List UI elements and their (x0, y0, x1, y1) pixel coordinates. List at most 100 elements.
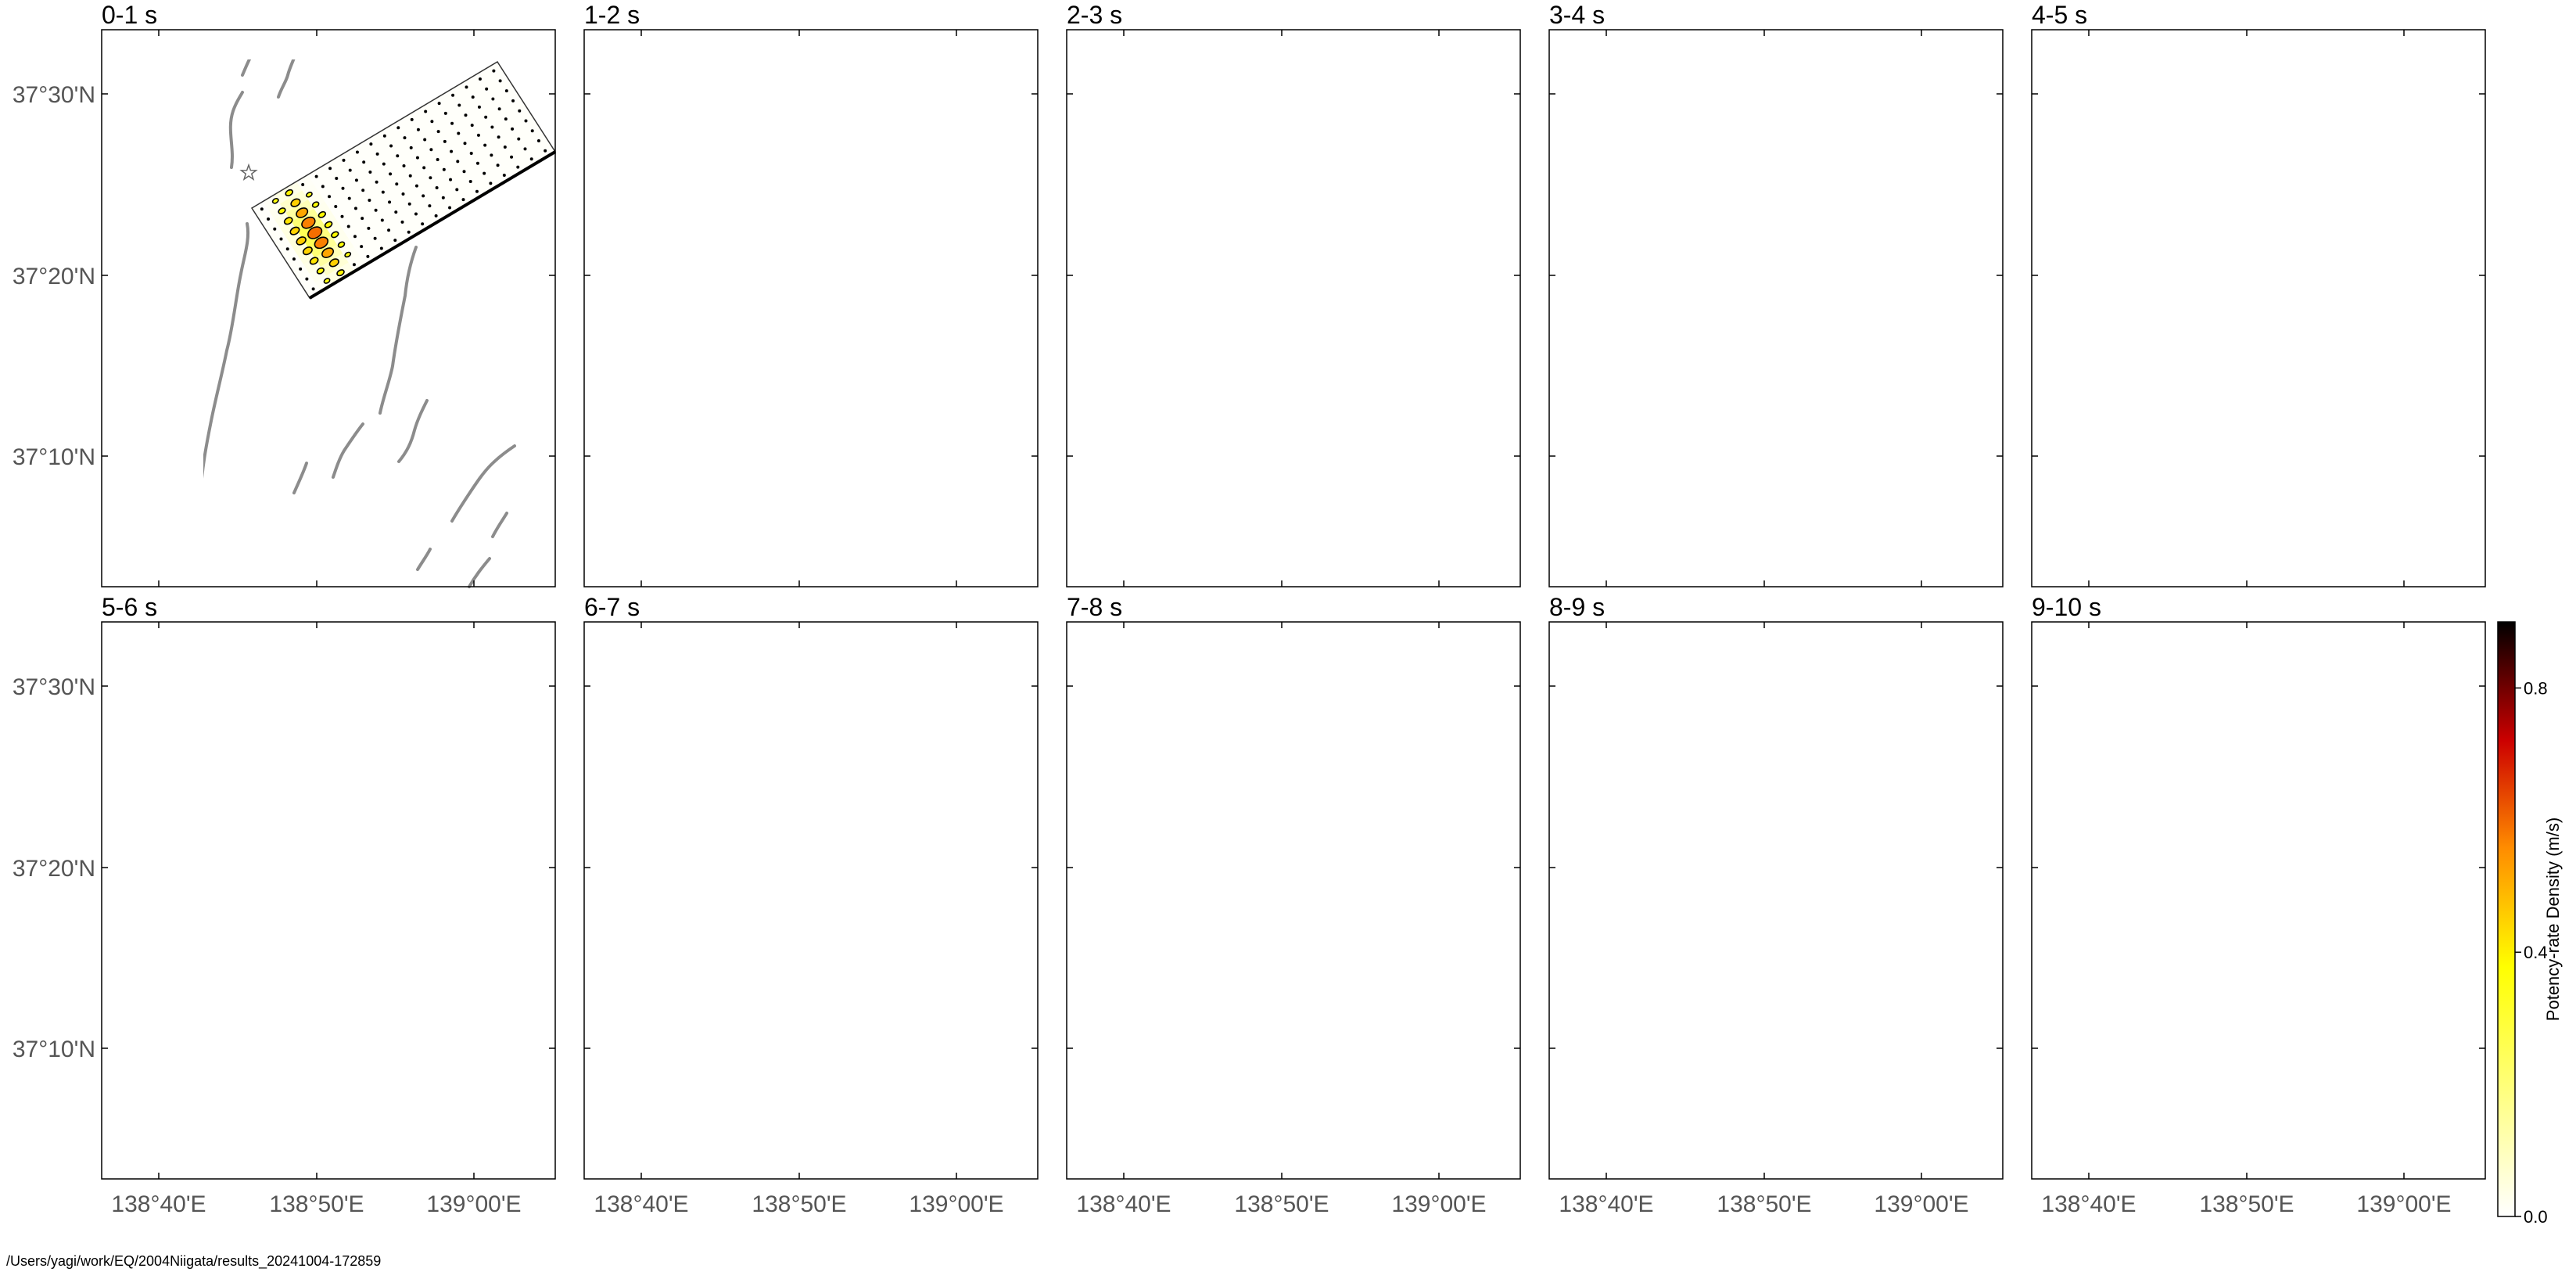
x-tick-label: 139°00'E (2356, 1191, 2451, 1217)
grid-dot (2409, 77, 2412, 81)
moment-tensor-glyph (1832, 819, 1841, 827)
grid-dot (321, 185, 325, 189)
panel-title: 0-1 s (102, 1, 157, 29)
density-cell (858, 178, 875, 193)
density-cell (2255, 812, 2273, 828)
fault-trace (469, 1151, 490, 1179)
density-cell (2411, 695, 2428, 710)
density-cell (1699, 794, 1717, 810)
density-cell (959, 735, 976, 750)
grid-dot (292, 257, 296, 261)
density-cell (1430, 717, 1447, 732)
grid-dot (838, 742, 841, 746)
grid-dot (260, 207, 264, 211)
density-cell (504, 681, 521, 697)
grid-dot (808, 871, 811, 875)
grid-dot (838, 178, 841, 181)
grid-dot (1449, 708, 1452, 711)
density-cell (257, 210, 275, 226)
density-cell (2345, 216, 2363, 232)
moment-tensor-glyph (278, 207, 286, 214)
density-cell (264, 812, 281, 828)
density-cell (1907, 782, 1925, 797)
moment-tensor-glyph (2287, 243, 2295, 250)
density-cell (1817, 761, 1835, 777)
grid-dot (2433, 766, 2436, 769)
density-cell (331, 228, 349, 245)
grid-dot (1290, 279, 1293, 282)
density-cell (2187, 803, 2205, 818)
moment-tensor-glyph (2208, 828, 2215, 835)
panel-4: 4-5 s (2031, 1, 2486, 587)
density-cell (2451, 708, 2468, 724)
moment-tensor-glyph (2276, 166, 2285, 174)
fault-trace (2161, 92, 2172, 167)
moment-tensor-glyph (528, 748, 535, 754)
density-cell (1351, 714, 1368, 730)
density-cell (2395, 174, 2413, 189)
density-cell (1868, 176, 1885, 192)
density-cell (1487, 733, 1504, 749)
density-cell (1980, 726, 1997, 742)
density-cell (987, 138, 1004, 154)
density-cell (498, 697, 515, 713)
moment-tensor-glyph (922, 787, 929, 793)
density-cell (808, 220, 825, 235)
moment-tensor-glyph (2399, 156, 2416, 171)
grid-dot (328, 759, 332, 762)
grid-dot (851, 171, 854, 174)
density-cell (1912, 124, 1929, 140)
grid-dot (1708, 799, 1711, 803)
density-cell (874, 131, 892, 146)
moment-tensor-glyph (1847, 195, 1867, 213)
density-cell (1739, 832, 1756, 848)
density-cell (1408, 163, 1425, 178)
density-cell (1839, 723, 1857, 738)
fault-trace (725, 31, 753, 75)
density-cell (1785, 830, 1802, 846)
fault-trace (586, 623, 640, 670)
moment-tensor-glyph (2380, 126, 2397, 142)
density-cell (790, 760, 807, 776)
density-cell (2233, 233, 2251, 249)
fault-trace (1068, 31, 1123, 78)
grid-dot (1903, 780, 1906, 783)
density-cell (2468, 735, 2485, 751)
grid-dot (383, 727, 386, 730)
grid-dot (414, 184, 418, 188)
moment-tensor-glyph (1343, 779, 1354, 789)
density-cell (886, 174, 903, 189)
density-cell (1928, 670, 1946, 685)
density-cell (2344, 710, 2361, 725)
density-cell (1340, 720, 1357, 736)
moment-tensor-glyph (439, 785, 448, 794)
fault-trace (103, 31, 158, 78)
density-cell (1767, 828, 1785, 843)
density-cell (946, 75, 963, 91)
density-cell (1799, 734, 1817, 749)
density-cell (1351, 146, 1369, 162)
moment-tensor-glyph (1855, 116, 1864, 124)
moment-tensor-glyph (1304, 218, 1322, 235)
density-cell (2211, 839, 2228, 854)
density-cell (538, 142, 555, 159)
grid-dot (1395, 120, 1398, 123)
grid-dot (1735, 783, 1738, 786)
density-cell (1812, 801, 1829, 817)
grid-dot (1911, 734, 1914, 737)
grid-dot (877, 210, 880, 214)
grid-dot (1496, 721, 1499, 724)
density-cell (1884, 696, 1901, 712)
density-cell (1257, 240, 1274, 256)
grid-dot (1932, 680, 1936, 683)
density-cell (375, 746, 393, 761)
density-cell (476, 167, 494, 183)
fault-trace (1917, 1151, 1937, 1179)
moment-tensor-glyph (2318, 205, 2334, 219)
density-cell (881, 782, 898, 797)
density-cell (785, 209, 802, 225)
density-cell (1458, 170, 1476, 185)
x-tick-label: 139°00'E (426, 1191, 521, 1217)
grid-dot (479, 670, 482, 673)
density-cell (1834, 146, 1851, 162)
